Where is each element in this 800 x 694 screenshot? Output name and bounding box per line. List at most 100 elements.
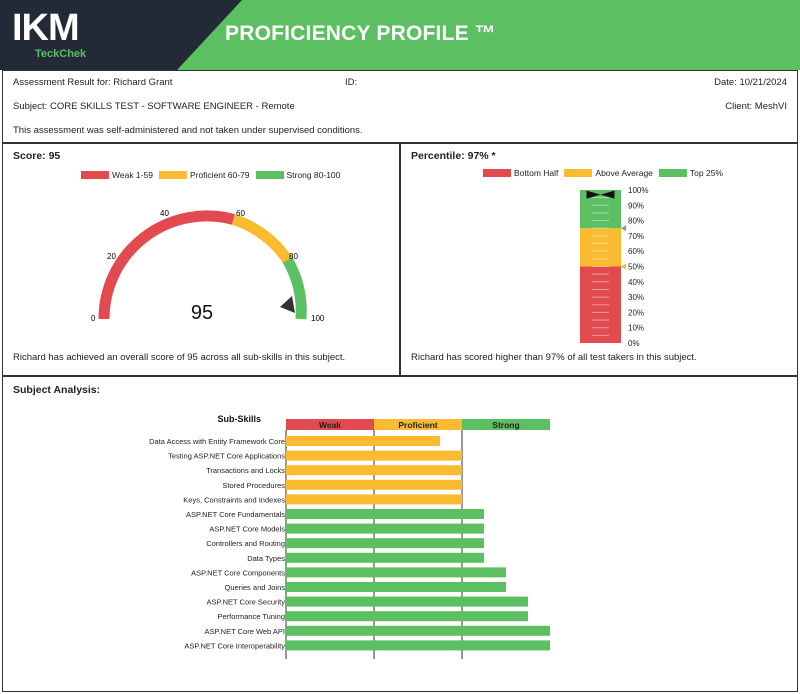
legend-swatch-strong <box>255 171 284 179</box>
gauge-proficient-arc <box>231 214 293 264</box>
median-marker <box>621 263 626 270</box>
subskill-label: Data Access with Entity Framework Core <box>149 437 285 446</box>
percentile-tick-label: 100% <box>628 186 648 195</box>
score-legend: Weak 1-59 Proficient 60-79 Strong 80-100 <box>81 170 340 180</box>
percentile-tick-label: 60% <box>628 247 644 256</box>
subskill-bar <box>286 494 462 505</box>
subject-analysis-panel: Subject Analysis: Sub-Skills Weak Proficie… <box>2 376 798 692</box>
subskill-bar <box>286 582 506 592</box>
band-header-proficient <box>374 419 462 430</box>
percentile-legend: Bottom Half Above Average Top 25% <box>483 168 723 178</box>
legend-swatch-proficient <box>158 171 187 179</box>
percentile-panel: Percentile: 97% * Bottom Half Above Aver… <box>400 143 798 376</box>
percentile-tick-label: 70% <box>628 232 644 241</box>
subject-line: Subject: CORE SKILLS TEST - SOFTWARE ENG… <box>13 101 295 112</box>
percentile-tick-label: 90% <box>628 201 644 210</box>
band-label-proficient: Proficient <box>398 420 437 430</box>
score-footer: Richard has achieved an overall score of… <box>13 352 346 363</box>
subskill-bar <box>286 479 462 490</box>
score-title: Score: 95 <box>13 150 61 162</box>
subskill-bar <box>286 538 484 549</box>
subskill-label: Queries and Joins <box>225 583 286 592</box>
client: Client: MeshVI <box>725 101 787 112</box>
percentile-footer: Richard has scored higher than 97% of al… <box>411 352 697 363</box>
percentile-tick-label: 10% <box>628 324 644 333</box>
subskill-bar <box>286 450 462 461</box>
percentile-top-band <box>580 190 621 229</box>
page-title: PROFICIENCY PROFILE ™ <box>225 22 497 45</box>
subskill-label: Performance Tuning <box>217 612 285 621</box>
legend-swatch-bottom-half <box>483 169 511 177</box>
gauge-weak-arc <box>98 210 235 320</box>
percentile-thermometer: 100% 90% 80% 70% 60% 50% 40% 30% 20% 10% 0% <box>580 186 648 348</box>
report-header: IKM TeckChek PROFICIENCY PROFILE ™ <box>0 0 800 70</box>
legend-top-25: Top 25% <box>689 168 723 178</box>
percentile-tick-label: 0% <box>628 339 640 348</box>
gauge-tick-20: 20 <box>107 252 116 261</box>
id-label: ID: <box>345 77 358 88</box>
top-25-marker <box>621 225 626 232</box>
gauge-tick-80: 80 <box>289 252 298 261</box>
subskill-bar <box>286 567 506 578</box>
subskill-bar <box>286 625 550 636</box>
percentile-tick-label: 80% <box>628 217 644 226</box>
subskill-bar <box>286 523 484 534</box>
band-header-weak <box>286 419 374 430</box>
legend-swatch-top-25 <box>658 169 687 177</box>
percentile-tick-label: 20% <box>628 308 644 317</box>
subskill-bar <box>286 465 462 476</box>
header-dark-band <box>0 0 242 70</box>
subskill-bar <box>286 596 528 607</box>
gauge-tick-0: 0 <box>91 314 96 323</box>
gauge-tick-60: 60 <box>236 209 245 218</box>
supervision-note: This assessment was self-administered an… <box>13 125 363 136</box>
band-label-strong: Strong <box>492 420 519 430</box>
subskill-label: Testing ASP.NET Core Applications <box>168 452 285 461</box>
subskill-label: Transactions and Locks <box>206 466 285 475</box>
percentile-tick-label: 30% <box>628 293 644 302</box>
percentile-title: Percentile: 97% * <box>411 150 496 162</box>
subskill-label: ASP.NET Core Components <box>191 568 285 577</box>
subskill-label: Controllers and Routing <box>206 539 285 548</box>
assessment-for: Assessment Result for: Richard Grant <box>13 77 173 88</box>
logo-subtitle: TeckChek <box>35 48 87 60</box>
gauge-strong-arc <box>282 257 307 320</box>
band-label-weak: Weak <box>319 420 341 430</box>
gauge-tick-100: 100 <box>311 314 325 323</box>
legend-above-average: Above Average <box>595 168 653 178</box>
subject-analysis-title: Subject Analysis: <box>13 384 101 396</box>
subskill-bar <box>286 640 550 651</box>
score-panel: Score: 95 Weak 1-59 Proficient 60-79 Str… <box>2 143 400 376</box>
gauge-tick-40: 40 <box>160 209 169 218</box>
subskill-bar <box>286 509 484 519</box>
subskills-header: Sub-Skills <box>217 414 261 424</box>
subskill-label: ASP.NET Core Interoperability <box>184 641 285 650</box>
subskill-bar <box>286 552 484 563</box>
ikm-logo: IKM <box>12 7 80 49</box>
legend-proficient: Proficient 60-79 <box>189 170 250 180</box>
gauge-needle <box>280 296 295 313</box>
percentile-pointer-right <box>600 190 615 199</box>
percentile-bottom-half-band <box>580 266 621 343</box>
percentile-tick-label: 50% <box>628 263 644 272</box>
score-gauge: 0 20 40 60 80 100 95 <box>91 209 325 324</box>
legend-bottom-half: Bottom Half <box>514 168 559 178</box>
subskill-bar <box>286 436 440 446</box>
subskills-chart: Sub-Skills Weak Proficient Strong Data Acces… <box>149 414 550 659</box>
assessment-info-panel: Assessment Result for: Richard Grant ID:… <box>2 70 798 143</box>
subskill-label: ASP.NET Core Models <box>209 525 285 534</box>
subskill-label: ASP.NET Core Fundamentals <box>186 510 285 519</box>
subskill-bar <box>286 611 528 622</box>
percentile-pointer-left <box>586 190 601 199</box>
date: Date: 10/21/2024 <box>714 77 787 88</box>
band-header-strong <box>462 419 550 430</box>
subskill-label: ASP.NET Core Web API <box>205 627 285 636</box>
logo-text: IKM <box>12 7 80 49</box>
subskill-label: ASP.NET Core Security <box>206 598 285 607</box>
percentile-above-average-band <box>580 228 621 267</box>
legend-swatch-weak <box>81 171 109 179</box>
subskill-label: Stored Procedures <box>222 481 285 490</box>
subskill-label: Data Types <box>247 554 285 563</box>
percentile-tick-label: 40% <box>628 278 644 287</box>
legend-strong: Strong 80-100 <box>286 170 341 180</box>
